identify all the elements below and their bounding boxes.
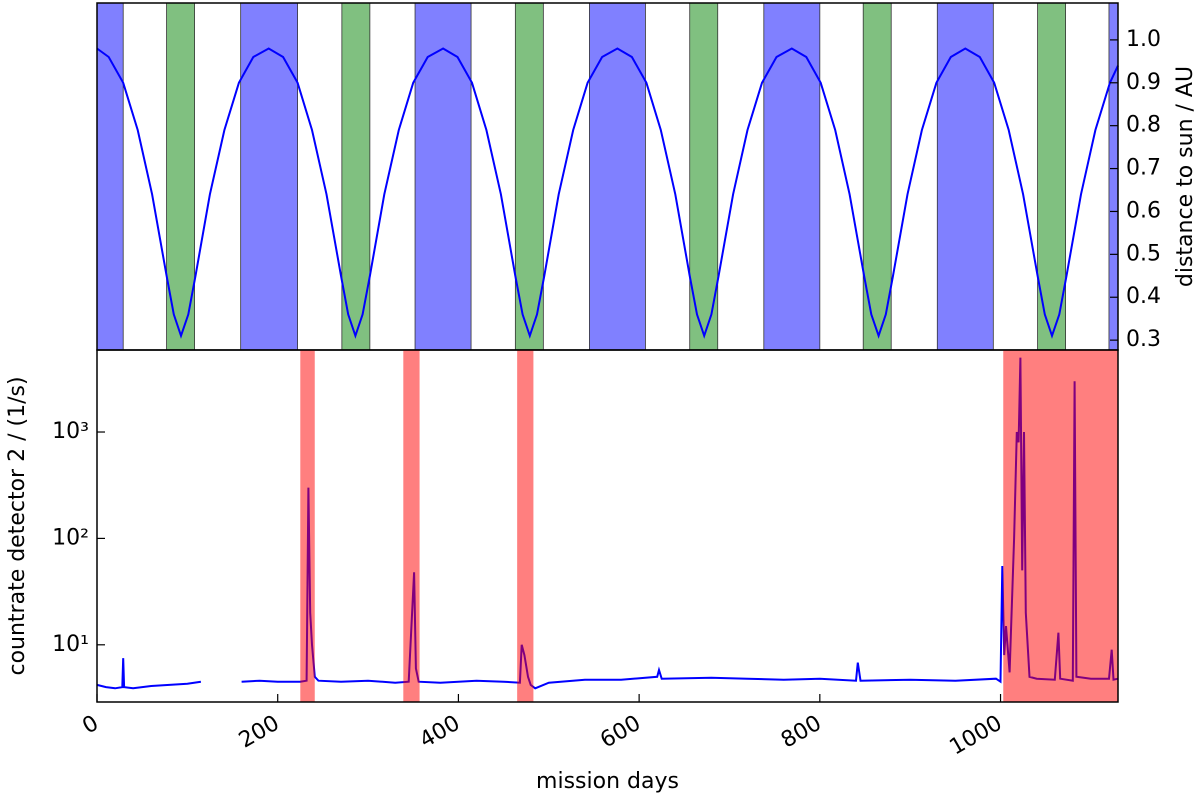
band bbox=[689, 2, 719, 351]
band bbox=[240, 2, 298, 351]
y-tick-label: 10³ bbox=[52, 419, 89, 444]
x-tick-label: 800 bbox=[777, 711, 826, 754]
band bbox=[936, 2, 994, 351]
band bbox=[517, 350, 534, 702]
y-tick-label: 0.6 bbox=[1126, 198, 1161, 223]
y-axis-label: distance to sun / AU bbox=[1173, 66, 1198, 287]
x-tick-label: 400 bbox=[416, 711, 465, 754]
data-line bbox=[96, 47, 1119, 339]
x-tick-label: 200 bbox=[235, 711, 284, 754]
band bbox=[414, 2, 472, 351]
band bbox=[341, 2, 371, 351]
x-tick-label: 1000 bbox=[946, 711, 1007, 761]
band bbox=[300, 350, 315, 702]
band bbox=[166, 2, 195, 351]
y-tick-label: 0.7 bbox=[1126, 156, 1161, 181]
data-line bbox=[96, 357, 1119, 690]
band bbox=[1037, 2, 1066, 351]
x-axis-label: mission days bbox=[536, 769, 679, 794]
y-tick-label: 0.4 bbox=[1126, 284, 1161, 309]
y-tick-label: 10² bbox=[52, 525, 89, 550]
y-tick-label: 0.5 bbox=[1126, 241, 1161, 266]
y-tick-label: 0.3 bbox=[1126, 327, 1161, 352]
y-tick-label: 1.0 bbox=[1126, 27, 1161, 52]
band bbox=[403, 350, 420, 702]
band bbox=[1003, 350, 1118, 702]
plot-frame bbox=[96, 349, 1119, 703]
x-tick-label: 600 bbox=[596, 711, 645, 754]
band bbox=[1108, 2, 1119, 351]
y-axis-label: countrate detector 2 / (1/s) bbox=[5, 376, 30, 675]
x-tick-label: 0 bbox=[78, 711, 103, 740]
y-tick-label: 0.8 bbox=[1126, 113, 1161, 138]
band bbox=[589, 2, 646, 351]
band bbox=[96, 2, 124, 351]
band bbox=[763, 2, 821, 351]
y-tick-label: 0.9 bbox=[1126, 70, 1161, 95]
y-tick-label: 10¹ bbox=[52, 632, 89, 657]
